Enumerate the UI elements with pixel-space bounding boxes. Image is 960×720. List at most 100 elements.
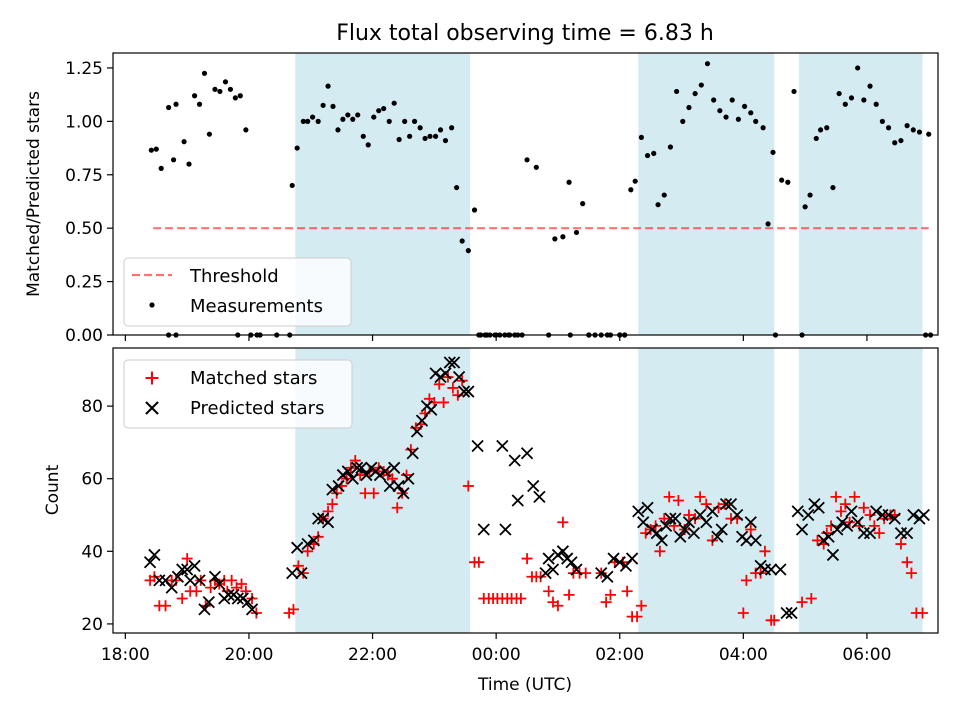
measurement-point — [916, 129, 923, 135]
measurement-point — [855, 65, 861, 71]
measurement-point — [760, 125, 766, 131]
measurement-point — [533, 164, 539, 170]
matched-star-marker — [835, 505, 847, 517]
predicted-star-marker — [208, 570, 222, 583]
predicted-star-marker — [812, 501, 825, 514]
matched-star-marker — [811, 534, 823, 546]
measurement-point — [148, 147, 154, 153]
matched-star-marker — [473, 556, 485, 568]
measurement-point — [227, 86, 234, 92]
measurement-point — [371, 114, 377, 120]
predicted-star-marker — [719, 497, 733, 511]
threshold-legend-label: Threshold — [189, 266, 279, 287]
measurements-legend-label: Measurements — [190, 296, 323, 317]
measurement-point — [753, 118, 759, 124]
predicted-star-marker — [295, 566, 308, 580]
x-tick-label: 06:00 — [842, 645, 891, 665]
predicted-star-marker — [711, 530, 724, 543]
measurement-point — [879, 118, 885, 124]
predicted-star-marker — [202, 596, 215, 609]
matched-star-marker — [368, 487, 380, 499]
measurement-point — [360, 133, 366, 139]
measurement-point — [892, 140, 898, 146]
matched-star-marker — [349, 455, 361, 467]
matched-star-marker — [297, 567, 309, 579]
predicted-star-marker — [917, 508, 930, 522]
measurement-point — [345, 112, 351, 118]
predicted-star-marker — [641, 501, 654, 514]
ratio-shaded-intervals — [295, 53, 923, 335]
matched-star-marker — [873, 527, 885, 539]
predicted-star-marker — [780, 606, 793, 620]
measurement-point — [741, 103, 748, 110]
matched-legend-swatch — [145, 371, 159, 385]
measurement-point — [861, 97, 867, 103]
predicted-star-marker — [452, 370, 466, 384]
predicted-legend-swatch — [145, 401, 159, 415]
measurement-point — [437, 127, 444, 133]
y-tick-label: 0.00 — [65, 326, 103, 346]
matched-star-marker — [672, 494, 684, 506]
predicted-star-marker — [402, 472, 415, 485]
predicted-star-marker — [863, 527, 877, 540]
measurement-point — [566, 179, 572, 185]
predicted-star-marker — [410, 425, 424, 438]
matched-star-marker — [635, 600, 647, 612]
counts-ylabel: Count — [43, 464, 63, 515]
predicted-star-marker — [378, 465, 392, 478]
predicted-star-marker — [198, 603, 211, 616]
predicted-star-marker — [527, 479, 540, 493]
measurement-point — [459, 238, 465, 244]
measurement-point — [427, 133, 433, 139]
matched-star-marker — [849, 491, 861, 503]
measurement-point — [330, 103, 336, 110]
measurement-point — [779, 177, 785, 183]
predicted-star-marker — [795, 523, 809, 536]
measurement-point — [680, 118, 686, 124]
predicted-star-marker — [291, 541, 304, 554]
predicted-star-marker — [774, 563, 787, 576]
predicted-star-marker — [188, 559, 201, 572]
predicted-star-marker — [388, 461, 401, 474]
predicted-star-marker — [664, 512, 677, 525]
measurements-legend-swatch — [149, 302, 155, 308]
measurement-point — [315, 118, 321, 124]
x-tick-label: 22:00 — [348, 645, 397, 665]
matched-star-marker — [563, 589, 575, 601]
predicted-star-marker — [907, 508, 920, 522]
measurement-point — [181, 139, 187, 145]
measurement-point — [673, 88, 680, 95]
measurement-point — [824, 125, 830, 131]
predicted-star-marker — [462, 385, 475, 398]
measurement-point — [552, 236, 558, 242]
matched-star-marker — [621, 585, 633, 597]
y-tick-label: 40 — [81, 542, 103, 562]
measurement-point — [802, 204, 808, 210]
measurement-point — [402, 118, 408, 124]
predicted-star-marker — [222, 588, 235, 602]
measurement-point — [396, 136, 402, 143]
y-tick-label: 0.75 — [65, 166, 103, 186]
measurement-point — [748, 110, 754, 116]
matched-star-marker — [700, 498, 712, 510]
measurement-point — [232, 95, 238, 101]
matched-star-marker — [917, 607, 929, 619]
measurement-point — [817, 127, 824, 133]
measurement-point — [628, 187, 634, 193]
matched-star-marker — [663, 491, 675, 503]
matched-star-marker — [759, 545, 771, 557]
measurement-point — [300, 118, 306, 124]
matched-star-marker — [205, 582, 217, 594]
predicted-star-marker — [607, 552, 620, 565]
predicted-star-marker — [625, 552, 639, 565]
measurement-point — [186, 161, 192, 167]
measurement-point — [243, 127, 249, 133]
predicted-star-marker — [740, 534, 753, 547]
y-tick-label: 0.50 — [65, 219, 103, 239]
predicted-star-marker — [301, 537, 314, 551]
predicted-star-marker — [715, 523, 728, 536]
predicted-star-marker — [650, 527, 663, 540]
predicted-star-marker — [471, 439, 484, 453]
predicted-star-marker — [674, 530, 687, 543]
